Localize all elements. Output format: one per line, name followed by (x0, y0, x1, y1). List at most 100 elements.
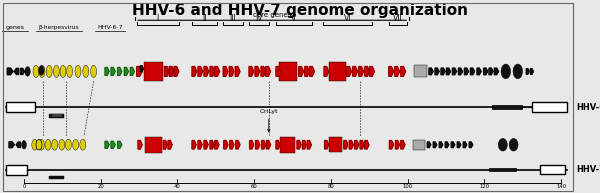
Polygon shape (223, 67, 228, 76)
Ellipse shape (52, 139, 58, 150)
Text: VI: VI (344, 14, 351, 23)
Bar (144, 62, 163, 80)
Bar (49, 114, 64, 118)
Bar (279, 62, 297, 81)
Polygon shape (395, 67, 400, 76)
Text: I: I (157, 14, 159, 23)
Polygon shape (138, 141, 142, 149)
Polygon shape (435, 68, 439, 75)
Ellipse shape (80, 139, 86, 150)
Text: genes: genes (5, 25, 25, 30)
Text: β-herpesvirus: β-herpesvirus (38, 25, 79, 30)
Text: 100: 100 (403, 184, 413, 189)
Polygon shape (256, 141, 260, 149)
Polygon shape (118, 141, 122, 148)
Polygon shape (198, 141, 202, 149)
Polygon shape (469, 142, 473, 148)
Bar (413, 140, 425, 150)
Ellipse shape (75, 65, 81, 77)
Polygon shape (457, 142, 461, 148)
Polygon shape (215, 67, 220, 76)
Ellipse shape (39, 65, 45, 77)
Text: 120: 120 (479, 184, 490, 189)
Polygon shape (215, 141, 219, 149)
Polygon shape (470, 68, 475, 75)
Polygon shape (427, 142, 431, 148)
Ellipse shape (39, 66, 44, 75)
Polygon shape (429, 68, 433, 75)
Polygon shape (365, 141, 369, 149)
Bar (540, 165, 565, 174)
Polygon shape (174, 67, 179, 76)
Polygon shape (105, 68, 109, 75)
Polygon shape (401, 141, 405, 149)
Polygon shape (236, 141, 240, 149)
Polygon shape (433, 142, 437, 148)
Text: 80: 80 (328, 184, 334, 189)
Polygon shape (16, 142, 20, 147)
Polygon shape (204, 141, 208, 149)
Polygon shape (489, 68, 493, 75)
Polygon shape (140, 66, 143, 72)
Bar (492, 105, 522, 109)
Ellipse shape (91, 65, 97, 77)
Bar (6, 102, 35, 112)
Text: HHV-6 and HHV-7 genome organization: HHV-6 and HHV-7 genome organization (132, 3, 468, 18)
Polygon shape (530, 69, 533, 74)
Polygon shape (169, 67, 174, 76)
Bar (329, 137, 342, 152)
Polygon shape (230, 141, 234, 149)
Polygon shape (441, 68, 445, 75)
Polygon shape (494, 68, 499, 75)
Bar (49, 176, 64, 179)
Ellipse shape (33, 65, 39, 77)
Polygon shape (484, 68, 488, 75)
Text: 140: 140 (556, 184, 566, 189)
Polygon shape (276, 141, 280, 149)
Polygon shape (299, 67, 304, 76)
Polygon shape (307, 141, 311, 149)
Polygon shape (477, 68, 481, 75)
Polygon shape (349, 141, 353, 149)
Polygon shape (168, 141, 172, 149)
Bar (280, 137, 295, 153)
Polygon shape (229, 67, 234, 76)
Polygon shape (262, 141, 266, 149)
Polygon shape (192, 67, 197, 76)
Polygon shape (347, 67, 352, 76)
Polygon shape (210, 67, 215, 76)
Polygon shape (249, 67, 254, 76)
Polygon shape (446, 68, 451, 75)
Polygon shape (164, 67, 169, 76)
Text: 20: 20 (97, 184, 104, 189)
Polygon shape (305, 67, 310, 76)
Polygon shape (163, 141, 167, 149)
Text: 40: 40 (174, 184, 181, 189)
Polygon shape (445, 142, 449, 148)
Polygon shape (324, 67, 329, 76)
Ellipse shape (83, 65, 89, 77)
Ellipse shape (53, 65, 59, 77)
Ellipse shape (59, 139, 65, 150)
Bar (6, 165, 27, 175)
Text: 60: 60 (251, 184, 257, 189)
Ellipse shape (32, 139, 38, 150)
Polygon shape (310, 67, 314, 76)
Polygon shape (124, 68, 128, 75)
Polygon shape (111, 68, 115, 75)
Ellipse shape (501, 64, 511, 79)
Polygon shape (401, 67, 406, 76)
Text: HHV-6: HHV-6 (576, 103, 600, 112)
Polygon shape (20, 68, 25, 74)
Ellipse shape (67, 65, 73, 77)
Text: III: III (230, 14, 236, 23)
Polygon shape (224, 141, 228, 149)
Text: IV: IV (255, 14, 263, 23)
Polygon shape (192, 141, 196, 149)
Polygon shape (389, 67, 394, 76)
Polygon shape (360, 141, 364, 149)
Polygon shape (389, 141, 394, 149)
Polygon shape (439, 142, 443, 148)
Ellipse shape (25, 67, 30, 76)
Text: HHV-6·7: HHV-6·7 (97, 25, 122, 30)
